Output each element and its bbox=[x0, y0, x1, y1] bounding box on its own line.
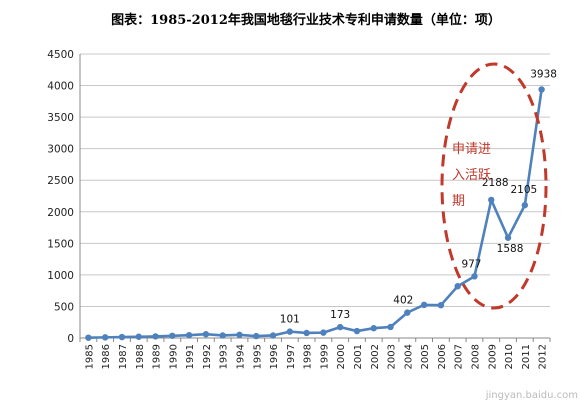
point-2011 bbox=[521, 201, 529, 209]
x-tick-2007: 2007 bbox=[454, 344, 465, 369]
x-tick-1989: 1989 bbox=[152, 344, 163, 369]
point-1998 bbox=[303, 329, 310, 337]
x-tick-2010: 2010 bbox=[504, 344, 515, 369]
data-label-2012: 3938 bbox=[530, 68, 557, 80]
point-2005 bbox=[420, 301, 428, 309]
y-tick-3000: 3000 bbox=[47, 144, 74, 156]
point-1992 bbox=[202, 331, 210, 338]
data-label-2011: 2105 bbox=[510, 184, 537, 196]
point-1989 bbox=[152, 333, 159, 340]
annotation-ellipse bbox=[440, 62, 548, 310]
y-tick-3500: 3500 bbox=[47, 112, 74, 124]
x-tick-2012: 2012 bbox=[538, 344, 549, 369]
y-tick-0: 0 bbox=[67, 333, 74, 345]
gridlines bbox=[80, 53, 550, 307]
y-tick-1500: 1500 bbox=[47, 238, 74, 250]
series-line bbox=[88, 89, 543, 339]
annotation-text-line: 期 bbox=[452, 194, 465, 209]
point-1993 bbox=[219, 332, 226, 339]
y-tick-4500: 4500 bbox=[47, 49, 74, 61]
x-tick-1987: 1987 bbox=[118, 344, 129, 369]
x-tick-2006: 2006 bbox=[437, 344, 448, 369]
x-tick-2001: 2001 bbox=[353, 344, 364, 369]
point-2000 bbox=[336, 323, 344, 331]
data-labels: 101 173 402 977 2188 1588 2105 3938 bbox=[280, 68, 557, 325]
point-1999 bbox=[320, 329, 327, 336]
y-tick-2500: 2500 bbox=[47, 175, 74, 187]
x-tick-1999: 1999 bbox=[319, 344, 330, 369]
x-tick-1998: 1998 bbox=[303, 344, 314, 369]
plot-area bbox=[85, 86, 545, 341]
point-2012 bbox=[538, 86, 545, 93]
x-tick-1994: 1994 bbox=[235, 344, 246, 369]
y-tick-4000: 4000 bbox=[47, 81, 74, 93]
annotation-text-line: 入活跃 bbox=[452, 168, 491, 183]
x-axis: 1985 1986 1987 1988 1989 1990 1991 1992 1993 1994… bbox=[79, 337, 551, 369]
x-tick-2005: 2005 bbox=[420, 344, 431, 369]
data-label-2004: 402 bbox=[393, 295, 413, 307]
x-tick-2011: 2011 bbox=[521, 344, 532, 369]
point-2009 bbox=[488, 196, 495, 204]
data-label-2009: 2188 bbox=[482, 177, 509, 189]
x-tick-1993: 1993 bbox=[219, 344, 230, 369]
data-label-2010: 1588 bbox=[497, 243, 524, 255]
annotation-text-line: 申请进 bbox=[452, 142, 491, 157]
point-2006 bbox=[437, 301, 445, 309]
y-tick-1000: 1000 bbox=[47, 270, 74, 282]
point-2004 bbox=[404, 309, 411, 316]
point-1985 bbox=[85, 334, 92, 341]
point-2008 bbox=[471, 273, 478, 280]
x-tick-1996: 1996 bbox=[269, 344, 280, 369]
data-label-1997: 101 bbox=[280, 314, 300, 326]
y-tick-2000: 2000 bbox=[47, 207, 74, 219]
x-tick-1992: 1992 bbox=[202, 344, 213, 369]
point-1987 bbox=[118, 333, 126, 341]
point-1995 bbox=[253, 332, 260, 340]
data-label-2000: 173 bbox=[330, 309, 350, 321]
point-1997 bbox=[286, 328, 294, 335]
data-label-2008: 977 bbox=[461, 258, 481, 270]
point-1996 bbox=[269, 332, 277, 339]
x-tick-1995: 1995 bbox=[252, 344, 263, 369]
point-2010 bbox=[504, 234, 512, 241]
x-tick-2004: 2004 bbox=[403, 344, 414, 369]
x-tick-1988: 1988 bbox=[135, 344, 146, 369]
y-axis: 0 500 1000 1500 2000 2500 3000 3500 4000 4500 bbox=[47, 49, 81, 345]
x-tick-1990: 1990 bbox=[168, 344, 179, 369]
x-tick-2008: 2008 bbox=[470, 344, 481, 369]
watermark: jingyan.baidu.com bbox=[485, 390, 578, 401]
x-tick-2002: 2002 bbox=[370, 344, 381, 369]
x-tick-2003: 2003 bbox=[387, 344, 398, 369]
point-2003 bbox=[387, 323, 394, 331]
x-tick-2000: 2000 bbox=[336, 344, 347, 369]
chart-title: 图表：1985-2012年我国地毯行业技术专利申请数量（单位：项） bbox=[111, 12, 501, 28]
y-tick-500: 500 bbox=[54, 301, 74, 313]
x-tick-1997: 1997 bbox=[286, 344, 297, 369]
x-tick-2009: 2009 bbox=[487, 344, 498, 369]
point-1991 bbox=[185, 331, 193, 339]
point-2007 bbox=[454, 283, 461, 290]
point-2002 bbox=[370, 325, 377, 332]
point-1986 bbox=[101, 334, 109, 341]
point-2001 bbox=[353, 327, 361, 335]
point-1990 bbox=[169, 332, 176, 339]
point-1988 bbox=[135, 333, 142, 340]
point-1994 bbox=[236, 331, 243, 339]
x-tick-1986: 1986 bbox=[101, 344, 112, 369]
x-tick-1985: 1985 bbox=[84, 344, 95, 369]
x-tick-1991: 1991 bbox=[185, 344, 196, 369]
